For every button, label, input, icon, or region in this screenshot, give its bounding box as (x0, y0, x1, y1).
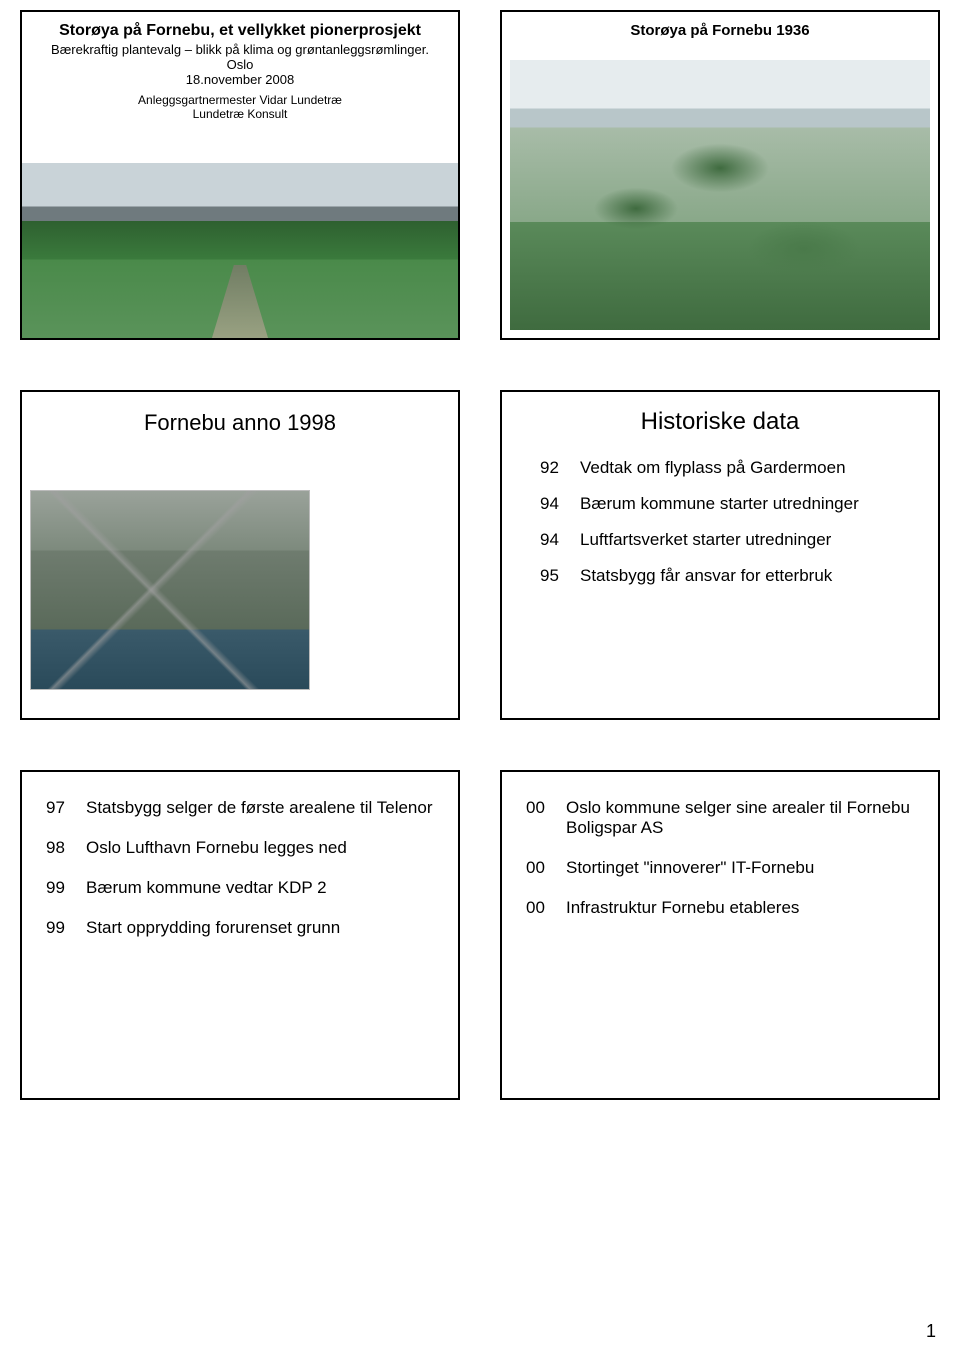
slide1-title: Storøya på Fornebu, et vellykket pionerp… (36, 22, 444, 40)
slide-aerial-1998: Fornebu anno 1998 (20, 390, 460, 720)
item-year: 00 (526, 858, 566, 878)
item-year: 92 (540, 458, 580, 478)
slide-title: Storøya på Fornebu, et vellykket pionerp… (20, 10, 460, 340)
item-text: Oslo Lufthavn Fornebu legges ned (86, 838, 434, 858)
slide1-author: Anleggsgartnermester Vidar Lundetræ (36, 93, 444, 107)
slide-timeline-2: 00 Oslo kommune selger sine arealer til … (500, 770, 940, 1100)
list-item: 94 Luftfartsverket starter utredninger (516, 530, 924, 550)
slide3-caption: Fornebu anno 1998 (36, 410, 444, 436)
item-year: 99 (46, 918, 86, 938)
list-item: 95 Statsbygg får ansvar for etterbruk (516, 566, 924, 586)
item-text: Oslo kommune selger sine arealer til For… (566, 798, 914, 838)
list-item: 00 Infrastruktur Fornebu etableres (516, 898, 924, 918)
item-year: 97 (46, 798, 86, 818)
slide1-subtitle: Bærekraftig plantevalg – blikk på klima … (36, 42, 444, 72)
item-text: Vedtak om flyplass på Gardermoen (580, 458, 900, 478)
list-item: 00 Stortinget "innoverer" IT-Fornebu (516, 858, 924, 878)
page-number: 1 (926, 1321, 936, 1342)
item-year: 00 (526, 798, 566, 838)
slide2-caption: Storøya på Fornebu 1936 (516, 22, 924, 39)
item-year: 95 (540, 566, 580, 586)
item-text: Statsbygg får ansvar for etterbruk (580, 566, 900, 586)
item-text: Bærum kommune starter utredninger (580, 494, 900, 514)
list-item: 98 Oslo Lufthavn Fornebu legges ned (36, 838, 444, 858)
slide-timeline-1: 97 Statsbygg selger de første arealene t… (20, 770, 460, 1100)
list-item: 92 Vedtak om flyplass på Gardermoen (516, 458, 924, 478)
slide1-date: 18.november 2008 (36, 72, 444, 87)
slide3-photo (30, 490, 310, 690)
list-item: 99 Bærum kommune vedtar KDP 2 (36, 878, 444, 898)
item-year: 94 (540, 494, 580, 514)
item-text: Start opprydding forurenset grunn (86, 918, 434, 938)
item-year: 98 (46, 838, 86, 858)
list-item: 94 Bærum kommune starter utredninger (516, 494, 924, 514)
list-item: 99 Start opprydding forurenset grunn (36, 918, 444, 938)
slide2-photo (510, 60, 930, 330)
item-text: Infrastruktur Fornebu etableres (566, 898, 914, 918)
item-text: Bærum kommune vedtar KDP 2 (86, 878, 434, 898)
item-text: Stortinget "innoverer" IT-Fornebu (566, 858, 914, 878)
item-year: 94 (540, 530, 580, 550)
item-year: 99 (46, 878, 86, 898)
list-item: 00 Oslo kommune selger sine arealer til … (516, 798, 924, 838)
list-item: 97 Statsbygg selger de første arealene t… (36, 798, 444, 818)
slide-historic-photo: Storøya på Fornebu 1936 (500, 10, 940, 340)
slide1-photo (22, 163, 458, 338)
item-text: Statsbygg selger de første arealene til … (86, 798, 434, 818)
item-year: 00 (526, 898, 566, 918)
slide4-caption: Historiske data (516, 408, 924, 436)
slide-historic-data: Historiske data 92 Vedtak om flyplass på… (500, 390, 940, 720)
item-text: Luftfartsverket starter utredninger (580, 530, 900, 550)
slide1-company: Lundetræ Konsult (36, 107, 444, 121)
